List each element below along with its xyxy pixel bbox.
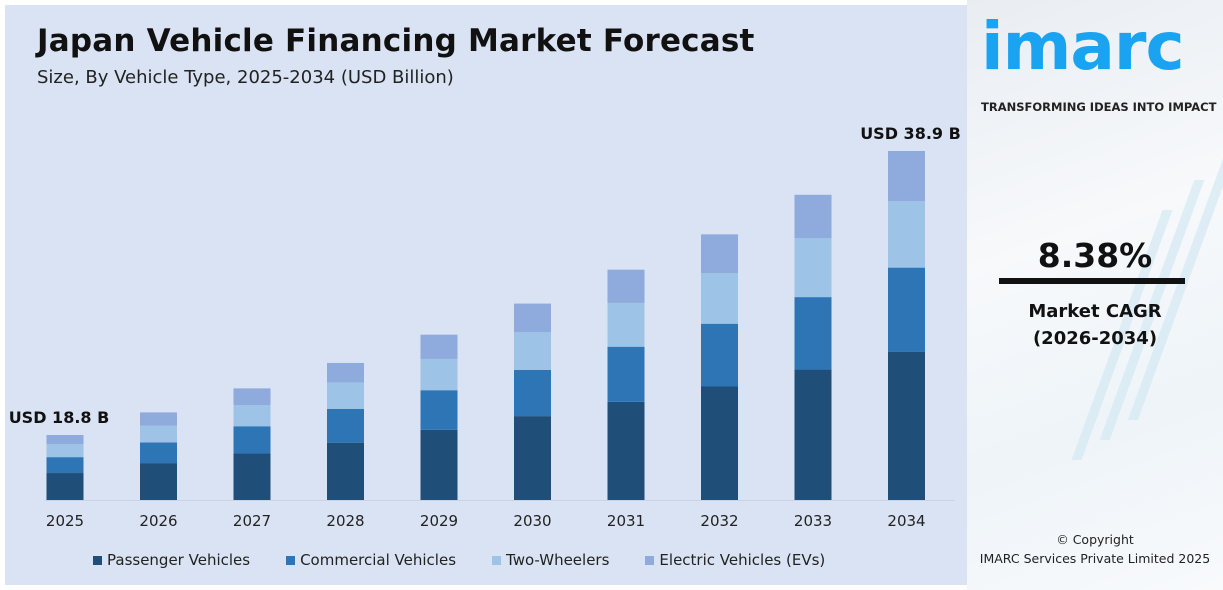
- x-tick-label: 2033: [794, 512, 832, 530]
- legend-item: Two-Wheelers: [492, 551, 609, 569]
- cagr-label-text: Market CAGR: [1028, 301, 1162, 322]
- bar-segment-2027-0: [233, 453, 271, 500]
- legend-swatch: [93, 555, 102, 565]
- bar-segment-2033-2: [794, 238, 832, 298]
- bar-segment-2032-0: [701, 386, 738, 500]
- bar-segment-2026-2: [140, 425, 177, 443]
- bar-segment-2025-1: [46, 457, 84, 474]
- bar-segment-2025-3: [46, 435, 84, 444]
- bar-segment-2034-2: [888, 201, 925, 268]
- legend-swatch: [492, 555, 502, 565]
- legend-item: Commercial Vehicles: [286, 551, 456, 569]
- side-panel: imarc TRANSFORMING IDEAS INTO IMPACT 8.3…: [967, 0, 1223, 590]
- bar-segment-2031-2: [607, 302, 645, 347]
- bar-segment-2034-0: [888, 351, 925, 500]
- bar-segment-2033-0: [794, 369, 832, 500]
- bar-segment-2025-2: [46, 443, 84, 458]
- bar-segment-2030-0: [514, 416, 551, 500]
- bar-segment-2029-2: [420, 358, 458, 391]
- bar-segment-2026-1: [140, 442, 177, 464]
- cagr-label: Market CAGR (2026-2034): [967, 298, 1223, 352]
- bar-segment-2033-3: [794, 194, 832, 239]
- company-name: IMARC Services Private Limited 2025: [979, 551, 1211, 566]
- bar-segment-2028-2: [327, 382, 364, 409]
- bar-segment-2027-1: [233, 426, 271, 454]
- bar-segment-2028-3: [327, 362, 364, 383]
- legend-item: Passenger Vehicles: [93, 551, 250, 569]
- bar-segment-2030-3: [514, 303, 551, 333]
- bar-segment-2028-1: [327, 408, 364, 443]
- legend-label: Commercial Vehicles: [300, 551, 457, 569]
- copyright: © Copyright IMARC Services Private Limit…: [967, 530, 1223, 568]
- copyright-text: © Copyright: [1056, 532, 1134, 547]
- bar-segment-2026-0: [140, 463, 177, 500]
- cagr-period: (2026-2034): [1032, 328, 1158, 349]
- chart-panel: Japan Vehicle Financing Market Forecast …: [5, 5, 967, 585]
- cagr-value: 8.38%: [1037, 236, 1153, 275]
- bar-segment-2031-1: [607, 346, 645, 402]
- bar-segment-2025-0: [46, 473, 84, 500]
- bar-segment-2028-0: [327, 442, 364, 500]
- logo-tagline: TRANSFORMING IDEAS INTO IMPACT: [981, 100, 1217, 114]
- legend-swatch: [645, 555, 655, 565]
- bar-segment-2026-3: [140, 412, 177, 426]
- legend-item: Electric Vehicles (EVs): [645, 551, 825, 569]
- chart-title: Japan Vehicle Financing Market Forecast: [37, 23, 755, 59]
- divider: [999, 278, 1185, 284]
- legend-label: Passenger Vehicles: [107, 551, 251, 569]
- x-tick-label: 2027: [233, 512, 271, 530]
- bar-segment-2029-3: [420, 334, 458, 359]
- legend: Passenger Vehicles Commercial Vehicles Two…: [93, 551, 861, 569]
- bar-segment-2033-1: [794, 297, 832, 370]
- bar-segment-2034-3: [888, 150, 925, 202]
- bar-segment-2032-2: [701, 272, 738, 324]
- bar-segment-2034-1: [888, 267, 925, 352]
- chart-subtitle: Size, By Vehicle Type, 2025-2034 (USD Bi…: [37, 67, 454, 88]
- bar-segment-2031-3: [607, 269, 645, 303]
- bar-segment-2029-0: [420, 429, 458, 500]
- total-annotation: USD 18.8 B: [9, 408, 110, 427]
- x-tick-label: 2032: [700, 512, 738, 530]
- x-tick-label: 2030: [513, 512, 551, 530]
- x-tick-label: 2029: [420, 512, 458, 530]
- x-tick-label: 2025: [46, 512, 84, 530]
- imarc-logo: imarc: [981, 8, 1185, 85]
- legend-swatch: [286, 555, 296, 565]
- bar-segment-2030-1: [514, 369, 551, 417]
- bar-segment-2029-1: [420, 390, 458, 430]
- x-tick-label: 2028: [326, 512, 364, 530]
- x-tick-label: 2031: [607, 512, 645, 530]
- bar-segment-2027-2: [233, 405, 271, 427]
- bar-segment-2032-1: [701, 323, 738, 387]
- bar-segment-2030-2: [514, 332, 551, 370]
- bar-segment-2027-3: [233, 388, 271, 406]
- bar-segment-2031-0: [607, 401, 645, 500]
- x-tick-label: 2026: [139, 512, 177, 530]
- x-tick-label: 2034: [887, 512, 925, 530]
- legend-label: Two-Wheelers: [506, 551, 610, 569]
- stacked-bar-chart: 2025 USD 18.8 B 2026 2027 2028 2029 2030 2031 20…: [9, 124, 961, 530]
- total-annotation: USD 38.9 B: [860, 124, 961, 143]
- legend-label: Electric Vehicles (EVs): [659, 551, 826, 569]
- bar-segment-2032-3: [701, 234, 738, 273]
